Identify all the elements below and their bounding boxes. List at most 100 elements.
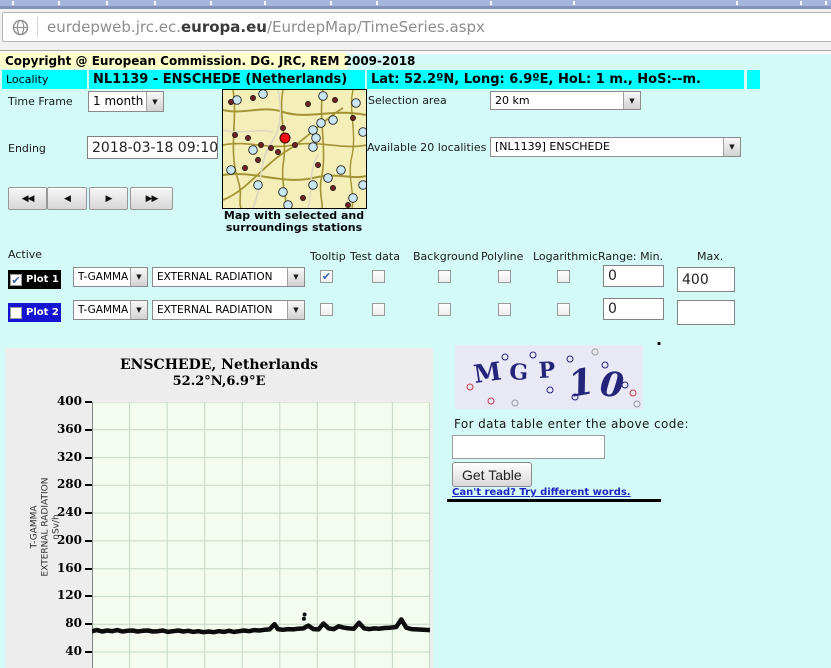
locality-name: NL1139 - ENSCHEDE (Netherlands)	[89, 70, 365, 89]
plot1-max-input[interactable]	[677, 267, 735, 292]
chart-subtitle: 52.2°N,6.9°E	[172, 374, 266, 389]
y-tick-label: 240	[56, 505, 82, 520]
available-localities-select[interactable]: [NL1139] ENSCHEDE ▼	[490, 137, 741, 157]
stations-map[interactable]	[222, 89, 368, 210]
surrounding-stations-maroon	[228, 95, 356, 208]
nav-prev-button[interactable]: ◀	[47, 187, 87, 210]
time-frame-label: Time Frame	[8, 95, 73, 108]
chevron-down-icon[interactable]: ▼	[287, 301, 304, 319]
nav-next-button[interactable]: ▶	[89, 187, 128, 210]
y-tick-mark	[85, 456, 92, 459]
col-range-min: Range: Min.	[598, 250, 664, 263]
ending-label: Ending	[8, 142, 46, 155]
captcha-refresh-link[interactable]: Can't read? Try different words.	[452, 487, 631, 498]
plot2-quantity-value: EXTERNAL RADIATION	[157, 304, 273, 316]
locality-coordinates: Lat: 52.2ºN, Long: 6.9ºE, HoL: 1 m., HoS…	[367, 70, 744, 89]
plot2-polyline-checkbox[interactable]	[498, 303, 511, 316]
y-tick-label: 120	[56, 588, 82, 603]
plot2-tooltip-checkbox[interactable]	[320, 303, 333, 316]
col-tooltip: Tooltip	[310, 250, 346, 263]
plot1-type-select[interactable]: T-GAMMA ▼	[73, 267, 148, 287]
plot1-polyline-checkbox[interactable]	[498, 270, 511, 283]
plot2-testdata-checkbox[interactable]	[372, 303, 385, 316]
chevron-down-icon[interactable]: ▼	[287, 268, 304, 286]
y-tick-mark	[85, 484, 92, 487]
chrome-divider	[0, 51, 831, 54]
chevron-down-icon[interactable]: ▼	[130, 268, 147, 286]
plot2-active-checkbox[interactable]	[10, 306, 22, 319]
plot2-max-input[interactable]	[677, 300, 735, 325]
col-logarithmic: Logarithmic	[533, 250, 599, 263]
y-tick-mark	[85, 539, 92, 542]
y-tick-label: 360	[56, 421, 82, 436]
captcha-char: 0	[598, 364, 626, 406]
url-text[interactable]: eurdepweb.jrc.ec.europa.eu/EurdepMap/Tim…	[47, 18, 485, 36]
chart-title: ENSCHEDE, Netherlands	[119, 357, 319, 373]
page-globe-icon[interactable]	[12, 19, 29, 36]
selection-area-select[interactable]: 20 km ▼	[490, 91, 641, 110]
time-frame-value: 1 month	[93, 94, 144, 108]
plot-area-svg	[92, 402, 430, 668]
browser-bookmarks-bar[interactable]	[0, 0, 831, 6]
y-tick-label: 160	[56, 560, 82, 575]
y-tick-label: 280	[56, 477, 82, 492]
plot2-type-select[interactable]: T-GAMMA ▼	[73, 300, 148, 320]
chevron-down-icon[interactable]: ▼	[146, 92, 163, 111]
ending-datetime-input[interactable]	[87, 136, 218, 159]
y-tick-label: 80	[65, 616, 82, 631]
active-column-label: Active	[8, 248, 43, 261]
timeseries-chart: ENSCHEDE, Netherlands 52.2°N,6.9°E T-GAM…	[5, 348, 433, 668]
section-divider	[447, 499, 661, 502]
plot1-quantity-value: EXTERNAL RADIATION	[157, 271, 273, 283]
available-localities-label: Available 20 localities	[367, 141, 487, 154]
col-background: Background	[413, 250, 479, 263]
plot2-background-checkbox[interactable]	[438, 303, 451, 316]
plot1-chip: ✔ Plot 1	[8, 270, 61, 289]
time-frame-select[interactable]: 1 month ▼	[88, 91, 164, 112]
plot2-min-input[interactable]	[603, 298, 664, 320]
plot1-background-checkbox[interactable]	[438, 270, 451, 283]
plot2-chip: Plot 2	[8, 303, 61, 322]
stray-period: .	[656, 330, 663, 349]
plot1-tooltip-checkbox[interactable]: ✔	[320, 270, 333, 283]
available-localities-value: [NL1139] ENSCHEDE	[495, 140, 610, 153]
locality-label: Locality	[2, 70, 87, 89]
plot1-logarithmic-checkbox[interactable]	[557, 270, 570, 283]
plot1-testdata-checkbox[interactable]	[372, 270, 385, 283]
bookmark-ticks	[12, 1, 14, 5]
address-bar[interactable]: eurdepweb.jrc.ec.europa.eu/EurdepMap/Tim…	[2, 12, 831, 42]
col-max: Max.	[697, 250, 724, 263]
y-tick-mark	[85, 651, 92, 653]
nav-first-button[interactable]: ◀◀	[8, 187, 47, 210]
col-polyline: Polyline	[481, 250, 524, 263]
url-separator	[37, 17, 38, 37]
map-caption: Map with selected and surroundings stati…	[223, 209, 365, 234]
y-tick-mark	[85, 401, 92, 403]
get-table-button[interactable]: Get Table	[452, 462, 532, 487]
captcha-char: G	[509, 359, 529, 386]
plot2-logarithmic-checkbox[interactable]	[557, 303, 570, 316]
captcha-code-input[interactable]	[452, 435, 605, 459]
surrounding-stations-blue	[226, 89, 368, 210]
y-tick-mark	[85, 567, 92, 570]
y-tick-label: 400	[56, 394, 82, 408]
plot2-label: Plot 2	[26, 307, 59, 318]
plot1-min-input[interactable]	[603, 265, 664, 287]
captcha-image: M G P 1 0	[455, 345, 643, 409]
plot1-active-checkbox[interactable]: ✔	[10, 273, 22, 287]
chevron-down-icon[interactable]: ▼	[623, 92, 640, 109]
y-tick-label: 40	[65, 644, 82, 658]
browser-toolbar: eurdepweb.jrc.ec.europa.eu/EurdepMap/Tim…	[0, 9, 831, 51]
chevron-down-icon[interactable]: ▼	[130, 301, 147, 319]
captcha-char: 1	[565, 360, 597, 406]
nav-last-button[interactable]: ▶▶	[130, 187, 173, 210]
plot2-quantity-select[interactable]: EXTERNAL RADIATION ▼	[152, 300, 305, 320]
plot1-quantity-select[interactable]: EXTERNAL RADIATION ▼	[152, 267, 305, 287]
selection-area-value: 20 km	[495, 94, 530, 107]
col-testdata: Test data	[350, 250, 400, 263]
chevron-down-icon[interactable]: ▼	[723, 138, 740, 156]
y-tick-label: 320	[56, 449, 82, 464]
captcha-char: P	[538, 357, 556, 384]
url-domain: europa.eu	[180, 18, 267, 36]
